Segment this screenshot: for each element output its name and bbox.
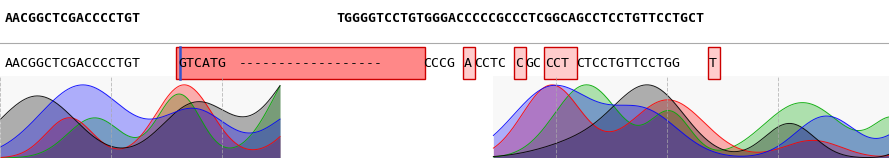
Text: T: T [709, 57, 717, 70]
Text: CCT: CCT [545, 57, 569, 70]
Bar [493, 76, 889, 158]
Bar [708, 47, 720, 79]
Text: A: A [464, 57, 472, 70]
Bar [514, 47, 525, 79]
Text: ------------------: ------------------ [239, 57, 383, 70]
Text: CCCG: CCCG [423, 57, 455, 70]
Text: TGGGGTCCTGTGGGACCCCCGCCCTCGGCAGCCTCCTGTTCCTGCT: TGGGGTCCTGTGGGACCCCCGCCCTCGGCAGCCTCCTGTT… [336, 12, 704, 25]
Text: AACGGCTCGACCCCTGT: AACGGCTCGACCCCTGT [4, 57, 140, 70]
Text: GTCATG: GTCATG [178, 57, 226, 70]
Text: CCTC: CCTC [474, 57, 506, 70]
Bar [176, 47, 425, 79]
Text: GC: GC [525, 57, 541, 70]
Text: AACGGCTCGACCCCTGT: AACGGCTCGACCCCTGT [4, 12, 140, 25]
Bar [463, 47, 475, 79]
Bar [0, 76, 280, 158]
Text: CTCCTGTTCCTGG: CTCCTGTTCCTGG [576, 57, 680, 70]
Text: C: C [515, 57, 523, 70]
Bar [544, 47, 577, 79]
